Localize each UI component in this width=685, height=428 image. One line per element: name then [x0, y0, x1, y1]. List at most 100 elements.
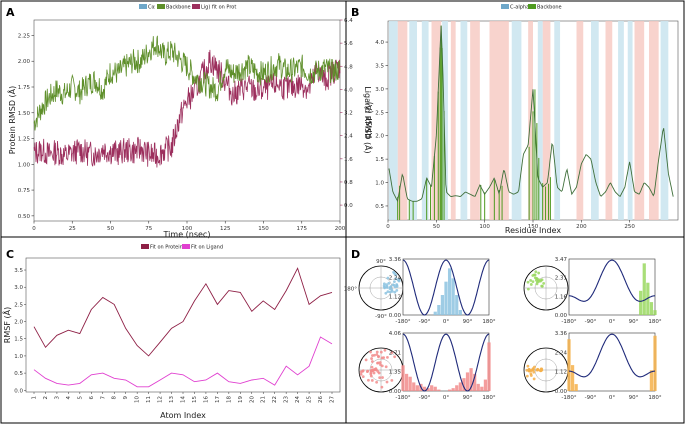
torsion-x-tick-label: 0°: [609, 395, 615, 401]
legend-swatch-calpha: [139, 4, 147, 9]
x-tick-label: 26: [318, 396, 324, 403]
torsion-energy-curve: [402, 333, 490, 392]
torsion-dot: [392, 283, 396, 287]
x-tick-label: 0: [32, 226, 36, 232]
x-tick-label: 8: [112, 396, 118, 400]
helix-region: [542, 21, 551, 220]
torsion-dot: [370, 379, 374, 382]
x-tick-label: 100: [182, 226, 193, 232]
helix-region: [634, 21, 645, 220]
torsion-hist-bar: [444, 281, 448, 315]
torsion-dot: [370, 357, 373, 360]
torsion-dot: [390, 351, 394, 355]
panel-d-torsion-panel: 90°180°0°-90°0.001.122.243.36-180°-90°0°…: [344, 257, 662, 401]
torsion-dot: [392, 270, 396, 274]
x-tick-label: 18: [226, 396, 232, 403]
y2-tick-label: 1.6: [344, 157, 353, 163]
y2-tick-label: 4.0: [344, 87, 353, 93]
x-tick-label: 125: [220, 226, 231, 232]
y2-tick-label: 4.8: [344, 64, 353, 70]
torsion-dot: [387, 281, 391, 285]
torsion-y-tick-label: 1.35: [389, 370, 402, 376]
torsion-y-tick-label: 4.06: [389, 331, 402, 337]
torsion-x-tick-label: -90°: [585, 395, 597, 401]
torsion-y-tick-label: 1.12: [389, 294, 401, 300]
x-tick-label: 1: [32, 396, 38, 400]
y-tick-label: 2.0: [14, 320, 23, 326]
panel-a-y2label: Ligand RMSD (Å): [363, 86, 374, 153]
torsion-dot: [538, 369, 542, 373]
torsion-dot: [376, 361, 379, 365]
torsion-dot: [529, 372, 533, 376]
y-tick-label: 0.5: [14, 371, 23, 377]
y-tick-label: 2.0: [375, 134, 384, 140]
legend-label-fit-on-ligand: Fit on Ligand: [191, 245, 223, 251]
x-tick-label: 250: [624, 224, 635, 230]
y-tick-label: 1.75: [18, 85, 31, 91]
torsion-dot: [382, 282, 386, 286]
torsion-y-tick-label: 3.47: [555, 257, 568, 263]
torsion-dot: [377, 355, 380, 359]
torsion-hist-bar: [437, 389, 441, 391]
torsion-dot: [380, 356, 384, 360]
torsion-hist-bar: [642, 263, 646, 315]
y-tick-label: 2.00: [18, 59, 31, 65]
torsion-dot: [378, 376, 382, 379]
torsion-dot: [367, 378, 370, 382]
x-tick-label: 15: [192, 396, 198, 403]
y-tick-label: 1.00: [18, 162, 31, 168]
x-tick-label: 17: [215, 396, 221, 403]
torsion-hist-bar: [437, 305, 441, 315]
torsion-hist-frame: [568, 332, 656, 392]
torsion-dot: [390, 289, 394, 293]
torsion-y-tick-label: 3.36: [555, 331, 568, 337]
legend-label-c-alpha: C-alpha: [510, 5, 529, 11]
torsion-y-tick-label: 0.00: [555, 389, 568, 395]
x-tick-label: 16: [203, 396, 209, 403]
torsion-hist-bar: [639, 290, 643, 315]
x-tick-label: 9: [123, 396, 129, 400]
panel-c-atom-rmsf-chart: Fit on Protein Fit on Ligand 1 2 3 4 5 6 7 8 9 10…: [1, 244, 341, 420]
helix-region: [489, 21, 509, 220]
y2-tick-label: 5.6: [344, 41, 353, 47]
x-tick-label: 4: [66, 396, 72, 400]
x-tick-label: 20: [249, 396, 255, 403]
strand-region: [388, 21, 398, 220]
torsion-energy-curve: [568, 333, 656, 378]
y-tick-label: 1.5: [375, 157, 384, 163]
legend-label-fit-on-protein: Fit on Protein: [150, 245, 183, 251]
panel-b-legend: C-alpha Backbone: [501, 4, 562, 11]
x-tick-label: 150: [258, 226, 269, 232]
torsion-dot: [393, 290, 397, 294]
x-tick-label: 23: [284, 396, 290, 403]
torsion-hist-bar: [649, 302, 654, 315]
x-tick-label: 150: [528, 224, 539, 230]
x-tick-label: 22: [272, 396, 278, 403]
torsion-x-tick-label: 0°: [609, 319, 615, 325]
panel-c-legend: Fit on Protein Fit on Ligand: [141, 244, 223, 251]
torsion-dot: [540, 284, 544, 288]
torsion-x-tick-label: 90°: [629, 395, 639, 401]
legend-label-backbone-b: Backbone: [537, 5, 562, 11]
torsion-hist-bar: [401, 365, 405, 391]
torsion-dot: [385, 380, 389, 384]
torsion-y-tick-label: 2.24: [389, 276, 402, 282]
torsion-dot: [369, 374, 373, 378]
torsion-dot: [535, 282, 539, 286]
torsion-dot: [383, 348, 387, 352]
x-tick-label: 2: [43, 396, 49, 400]
torsion-dot: [375, 380, 379, 384]
torsion-hist-bar: [574, 384, 578, 391]
strand-region: [442, 21, 448, 220]
torsion-dot: [389, 285, 393, 288]
torsion-x-tick-label: 180°: [648, 395, 661, 401]
y-tick-label: 1.25: [18, 137, 31, 143]
torsion-hist-bar: [476, 383, 480, 391]
strand-region: [618, 21, 624, 220]
torsion-hist-bar: [451, 388, 455, 391]
strand-region: [627, 21, 633, 220]
x-tick-label: 11: [146, 396, 152, 403]
torsion-dot: [369, 369, 373, 372]
strand-region: [511, 21, 522, 220]
x-tick-label: 6: [89, 396, 95, 400]
